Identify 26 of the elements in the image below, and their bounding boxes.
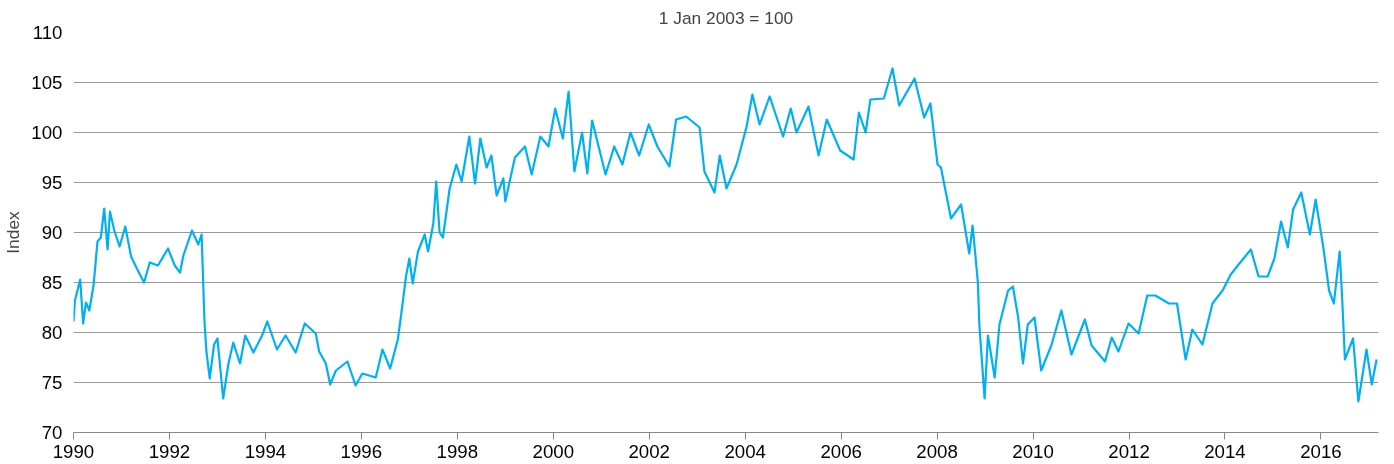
x-tick-label: 2008: [916, 440, 958, 462]
y-tick-label: 100: [31, 122, 63, 143]
y-tick-label: 75: [41, 372, 63, 393]
x-tick-label: 1990: [52, 440, 95, 462]
y-tick-label: 90: [41, 222, 63, 243]
x-tick-label: 2014: [1204, 440, 1246, 462]
y-tick-label: 105: [31, 72, 63, 93]
x-tick-label: 2000: [532, 440, 575, 462]
x-tick-label: 2012: [1108, 440, 1150, 462]
x-tick-label: 1992: [148, 440, 191, 462]
chart-title: 1 Jan 2003 = 100: [658, 7, 794, 28]
y-axis-title: Index: [3, 210, 24, 254]
x-tick-label: 1998: [436, 440, 479, 462]
y-tick-label: 110: [32, 22, 63, 43]
x-tick-label: 2006: [820, 440, 862, 462]
x-tick-label: 2016: [1300, 440, 1342, 462]
y-tick-label: 80: [41, 322, 63, 343]
x-tick-label: 2004: [724, 440, 766, 462]
x-tick-label: 2010: [1012, 440, 1054, 462]
x-tick-label: 1994: [244, 440, 287, 462]
x-tick-label: 1996: [340, 440, 383, 462]
y-tick-label: 95: [41, 172, 63, 193]
x-tick-label: 2002: [628, 440, 670, 462]
line-series: [73, 67, 1378, 403]
y-tick-label: 70: [41, 422, 63, 443]
y-tick-label: 85: [41, 272, 63, 293]
